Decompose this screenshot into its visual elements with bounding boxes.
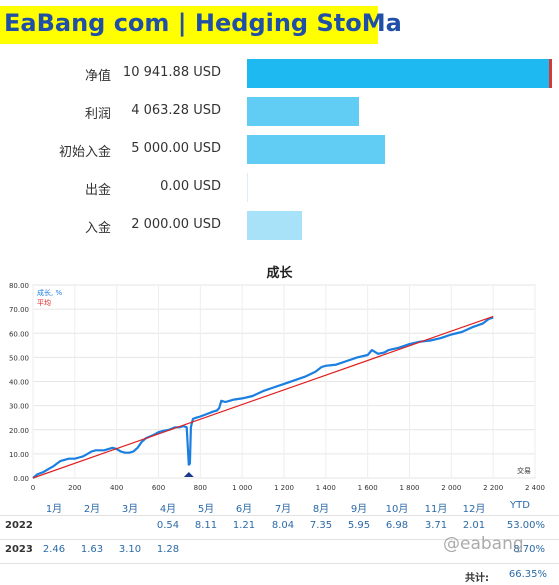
legend-entry: 成长, % [37, 288, 62, 297]
y-tick-label: 80.00 [9, 282, 29, 290]
total-label: 共计: [465, 573, 489, 584]
deposit-marker-icon [183, 472, 194, 477]
month-header: 2月 [83, 504, 101, 515]
summary-value: 2 000.00 USD [131, 217, 221, 232]
summary-label: 入金 [84, 221, 111, 236]
y-tick-label: 20.00 [9, 427, 29, 435]
month-header: 7月 [274, 504, 292, 515]
growth-chart: 0.00 10.00 20.00 30.00 40.00 50.00 60.00 70.00 8… [9, 282, 545, 492]
month-header: 9月 [350, 504, 368, 515]
monthly-return-cell: 3.10 [118, 544, 142, 555]
ytd-value: 53.00% [506, 520, 545, 531]
summary-value: 5 000.00 USD [131, 141, 221, 156]
x-tick-label: 2 400 [525, 484, 545, 492]
summary-bar [247, 59, 552, 88]
x-tick-label: 0 [31, 484, 35, 492]
monthly-returns-table: 1月 2月 3月 4月 5月 6月 7月 8月 9月 10月 11月 12月 YTD 2022 0.54 8.… [0, 496, 559, 585]
summary-row: 入金 2 000.00 USD [0, 207, 559, 245]
month-header: 4月 [159, 504, 177, 515]
x-tick-label: 1 400 [316, 484, 336, 492]
x-axis-label: 交易 [517, 466, 531, 475]
y-tick-label: 60.00 [9, 330, 29, 338]
summary-value: 0.00 USD [160, 179, 221, 194]
month-header: 12月 [462, 504, 486, 515]
month-header: 1月 [45, 504, 63, 515]
month-header: 10月 [385, 504, 409, 515]
x-tick-label: 1 000 [232, 484, 252, 492]
month-header: 11月 [424, 504, 448, 515]
summary-row: 初始入金 5 000.00 USD [0, 131, 559, 169]
year-label: 2023 [5, 544, 33, 555]
summary-bar [247, 97, 359, 126]
row-divider [0, 563, 559, 564]
monthly-return-cell: 8.11 [194, 520, 218, 531]
month-header: 3月 [121, 504, 139, 515]
y-tick-label: 50.00 [9, 354, 29, 362]
monthly-return-cell: 8.04 [271, 520, 295, 531]
summary-label: 利润 [84, 107, 111, 122]
summary-row: 利润 4 063.28 USD [0, 93, 559, 131]
summary-label: 出金 [84, 183, 111, 198]
summary-value: 4 063.28 USD [131, 103, 221, 118]
summary-row: 净值 10 941.88 USD [0, 55, 559, 93]
title-banner: EaBang com | Hedging StoMa [0, 6, 402, 44]
ytd-value: 8.70% [513, 544, 545, 555]
y-tick-label: 40.00 [9, 379, 29, 387]
summary-row: 出金 0.00 USD [0, 169, 559, 207]
y-tick-label: 30.00 [9, 403, 29, 411]
legend-entry: 平均 [37, 298, 51, 307]
x-tick-label: 1 600 [358, 484, 378, 492]
summary-label: 初始入金 [58, 145, 111, 160]
monthly-return-cell: 1.21 [232, 520, 256, 531]
chart-title: 成长 [266, 266, 293, 281]
y-tick-label: 70.00 [9, 306, 29, 314]
x-tick-label: 600 [152, 484, 165, 492]
monthly-return-cell: 7.35 [309, 520, 333, 531]
month-header: 8月 [312, 504, 330, 515]
average-series-line [32, 315, 494, 479]
account-summary: 净值 10 941.88 USD 利润 4 063.28 USD 初始入金 5 000.0… [0, 55, 559, 245]
banner-title: EaBang com | Hedging StoMa [4, 9, 402, 37]
watermark-text: @eabang [443, 534, 524, 554]
monthly-return-cell: 1.63 [80, 544, 104, 555]
monthly-return-cell: 2.01 [462, 520, 486, 531]
year-label: 2022 [5, 520, 33, 531]
monthly-return-cell: 1.28 [156, 544, 180, 555]
summary-label: 净值 [84, 69, 111, 84]
x-tick-label: 1 800 [399, 484, 419, 492]
monthly-return-cell: 0.54 [156, 520, 180, 531]
row-divider [0, 539, 559, 540]
x-tick-label: 400 [110, 484, 123, 492]
y-tick-label: 10.00 [9, 451, 29, 459]
x-tick-label: 1 200 [274, 484, 294, 492]
growth-series-line [32, 316, 494, 479]
monthly-return-cell: 5.95 [347, 520, 371, 531]
total-value: 66.35% [508, 569, 547, 580]
x-tick-label: 800 [194, 484, 207, 492]
month-header: 6月 [235, 504, 253, 515]
monthly-return-cell: 2.46 [42, 544, 66, 555]
row-divider [0, 515, 559, 516]
x-tick-label: 2 200 [483, 484, 503, 492]
ytd-header: YTD [510, 500, 530, 511]
summary-bar [247, 211, 302, 240]
summary-bar [247, 135, 385, 164]
monthly-return-cell: 6.98 [385, 520, 409, 531]
month-header: 5月 [197, 504, 215, 515]
summary-value: 10 941.88 USD [122, 65, 221, 80]
x-tick-label: 2 000 [441, 484, 461, 492]
summary-bar [247, 173, 248, 202]
monthly-return-cell: 3.71 [424, 520, 448, 531]
x-tick-label: 200 [68, 484, 81, 492]
y-tick-label: 0.00 [13, 475, 29, 483]
